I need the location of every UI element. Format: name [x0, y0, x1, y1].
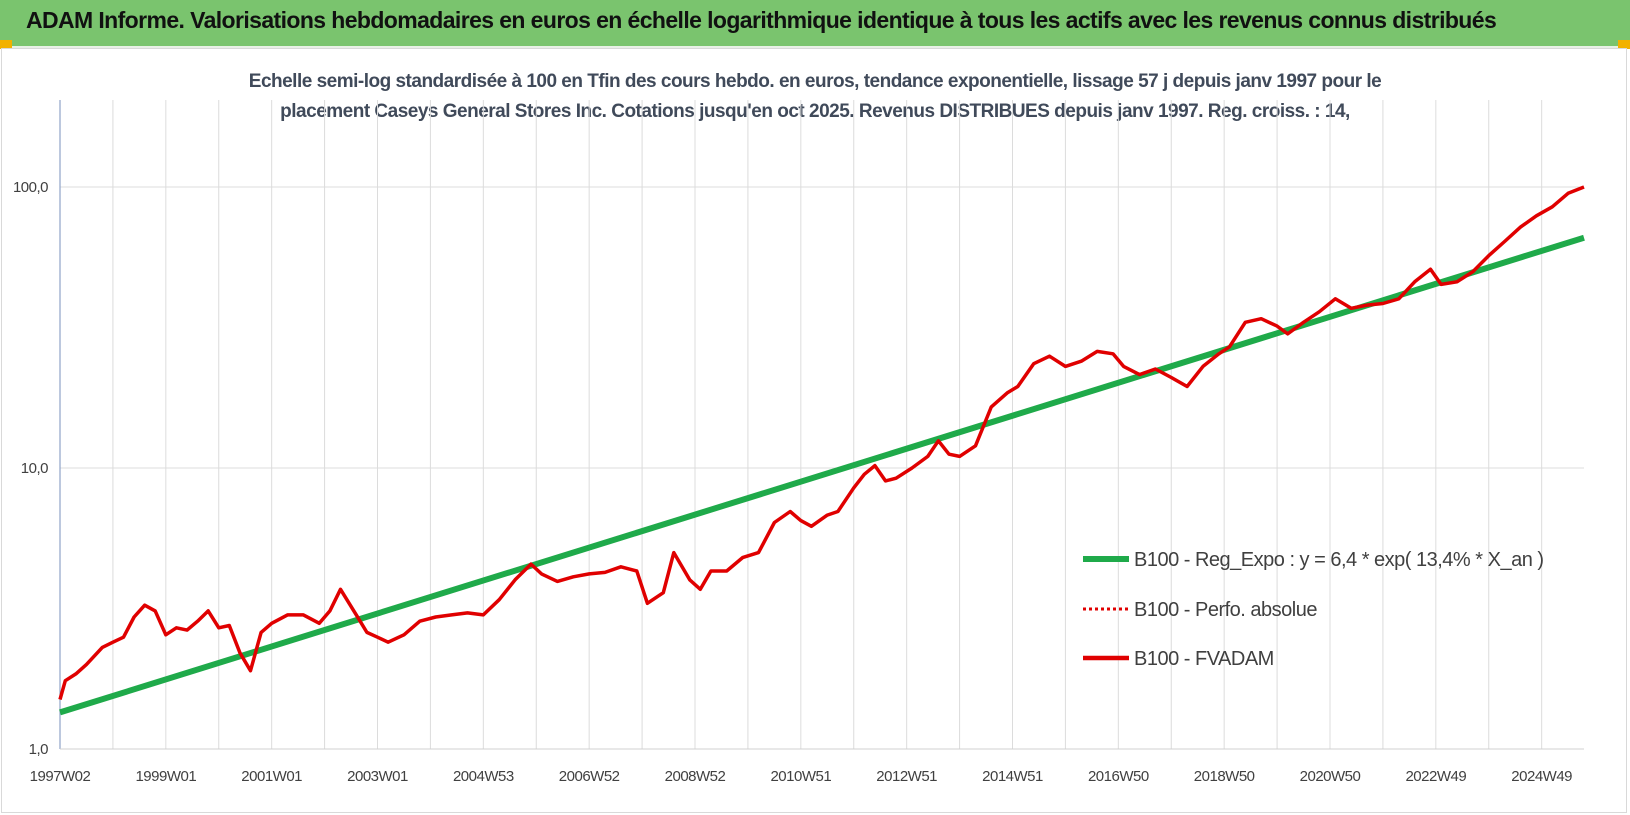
x-tick-label: 2022W49	[1405, 768, 1466, 785]
x-tick-label: 2008W52	[665, 768, 726, 785]
legend-label: B100 - FVADAM	[1134, 648, 1274, 670]
series-line-fvadam	[58, 185, 1585, 700]
chart-subtitle-line1: Echelle semi-log standardisée à 100 en T…	[248, 71, 1382, 92]
chart-frame	[1, 48, 1627, 813]
x-tick-label: 2003W01	[347, 768, 408, 785]
x-tick-label: 2018W50	[1194, 768, 1255, 785]
x-tick-label: 1999W01	[135, 768, 196, 785]
x-tick-label: 2004W53	[453, 768, 514, 785]
x-tick-label: 2024W49	[1511, 768, 1572, 785]
page-title: ADAM Informe. Valorisations hebdomadaire…	[26, 7, 1497, 33]
y-tick-label: 100,0	[13, 179, 48, 196]
series-line-regression	[59, 234, 1585, 716]
x-tick-label: 2014W51	[982, 768, 1043, 785]
y-tick-label: 1,0	[29, 741, 49, 758]
legend-label: B100 - Reg_Expo : y = 6,4 * exp( 13,4% *…	[1134, 549, 1544, 571]
x-tick-label: 1997W02	[30, 768, 91, 785]
chart-subtitle-line2: placement Caseys General Stores Inc. Cot…	[280, 101, 1350, 122]
x-tick-label: 2001W01	[241, 768, 302, 785]
legend-label: B100 - Perfo. absolue	[1134, 599, 1317, 621]
x-tick-label: 2020W50	[1300, 768, 1361, 785]
x-tick-label: 2006W52	[559, 768, 620, 785]
corner-marker-left	[0, 40, 12, 49]
x-tick-label: 2010W51	[770, 768, 831, 785]
x-tick-label: 2016W50	[1088, 768, 1149, 785]
x-tick-label: 2012W51	[876, 768, 937, 785]
y-tick-label: 10,0	[21, 460, 48, 477]
corner-marker-right	[1618, 40, 1630, 49]
header-banner: ADAM Informe. Valorisations hebdomadaire…	[0, 0, 1630, 48]
